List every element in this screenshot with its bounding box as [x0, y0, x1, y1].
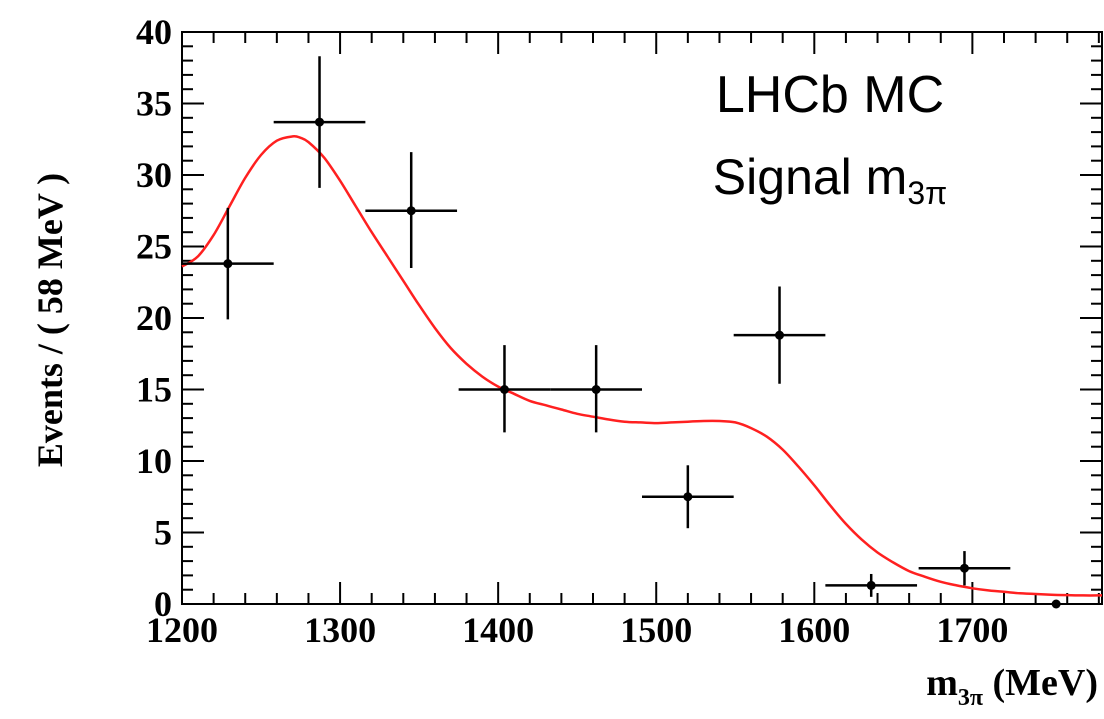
- y-tick-label: 40: [136, 12, 172, 52]
- data-point: [642, 465, 734, 529]
- annotation-line2: Signal m3π: [713, 149, 947, 211]
- y-tick-label: 15: [136, 370, 172, 410]
- y-axis-label: Events / ( 58 MeV ): [30, 173, 70, 467]
- y-tick-label: 35: [136, 84, 172, 124]
- x-tick-label: 1500: [620, 610, 692, 650]
- x-axis-label: m3π (MeV): [926, 662, 1098, 711]
- y-tick-label: 25: [136, 227, 172, 267]
- y-tick-label: 0: [154, 584, 172, 624]
- data-point-marker: [406, 206, 416, 216]
- data-point-marker: [499, 385, 509, 394]
- data-point: [273, 56, 366, 188]
- data-point: [1051, 599, 1061, 609]
- x-axis: 1200 1300 1400 1500 1600 1700: [146, 32, 1100, 650]
- y-axis: 0 5 10 15 20 25 30 35 40: [136, 12, 1102, 624]
- x-axis-label-subscript: 3π: [958, 685, 983, 711]
- data-point-marker: [315, 117, 325, 127]
- x-tick-label: 1400: [462, 610, 534, 650]
- data-point-marker: [591, 385, 601, 394]
- y-tick-label: 5: [154, 513, 172, 553]
- x-tick-label: 1600: [778, 610, 850, 650]
- data-point-marker: [223, 259, 233, 269]
- data-point: [458, 345, 551, 433]
- x-tick-label: 1300: [304, 610, 376, 650]
- y-tick-label: 10: [136, 441, 172, 481]
- data-point: [550, 345, 642, 433]
- data-point: [733, 286, 826, 384]
- data-point: [825, 573, 918, 597]
- annotation-line2-prefix: Signal m: [713, 149, 908, 205]
- data-point-marker: [775, 330, 785, 340]
- x-tick-label: 1200: [146, 610, 218, 650]
- annotation-line1: LHCb MC: [716, 66, 944, 124]
- data-points-group: [182, 56, 1061, 609]
- y-tick-label: 20: [136, 298, 172, 338]
- data-point-marker: [683, 492, 693, 502]
- fit-curve-line: [181, 135, 1103, 597]
- data-point-marker: [866, 580, 876, 590]
- data-point: [365, 152, 458, 268]
- data-point-marker: [1051, 599, 1061, 609]
- data-point-marker: [959, 563, 969, 573]
- annotation-line2-subscript: 3π: [907, 175, 947, 211]
- x-tick-label: 1700: [936, 610, 1008, 650]
- data-point: [182, 207, 274, 320]
- data-point: [918, 551, 1011, 586]
- x-axis-label-suffix: (MeV): [983, 662, 1098, 704]
- y-tick-label: 30: [136, 155, 172, 195]
- x-axis-label-prefix: m: [926, 662, 958, 704]
